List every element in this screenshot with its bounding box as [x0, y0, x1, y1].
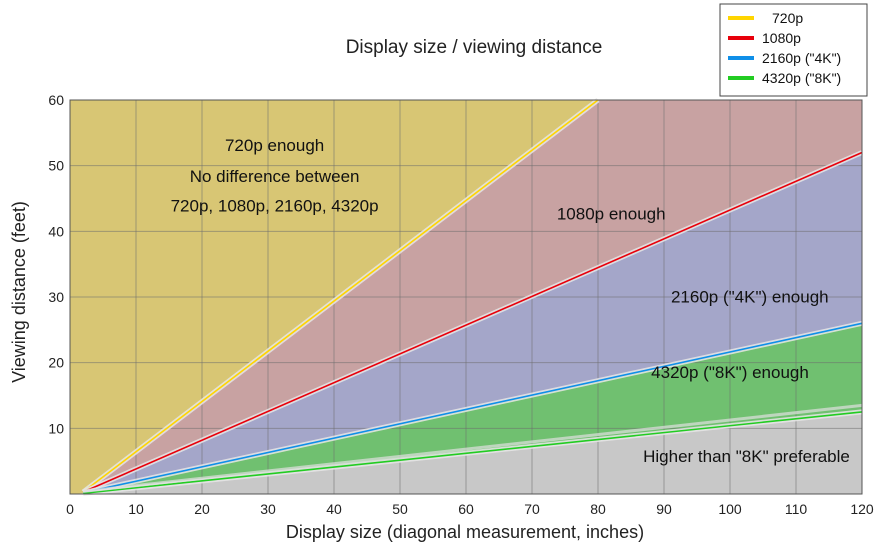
- region-1080p-enough: [83, 100, 862, 492]
- y-tick-label: 30: [48, 289, 64, 305]
- x-tick-label: 100: [718, 501, 742, 517]
- annotation-1080p-enough: 1080p enough: [557, 205, 666, 224]
- y-tick-label: 40: [48, 223, 64, 239]
- x-tick-label: 30: [260, 501, 276, 517]
- legend-label-2160p-4k: 2160p ("4K"): [762, 50, 841, 66]
- annotation-higher-than-8k-preferable: Higher than "8K" preferable: [643, 447, 850, 466]
- y-tick-label: 10: [48, 420, 64, 436]
- x-tick-label: 0: [66, 501, 74, 517]
- x-tick-label: 110: [785, 501, 808, 517]
- annotation-4320p-8k-enough: 4320p ("8K") enough: [651, 363, 809, 382]
- plot-area: 0 10 20 30 40 50 60 70 80 90 100 110 120 10 20 30 40 50 60…: [48, 92, 873, 517]
- series-line-2160p-4k: [83, 322, 863, 494]
- x-tick-label: 120: [850, 501, 874, 517]
- annotation-no-difference-between: No difference between: [190, 167, 360, 186]
- annotation-2160p-4k-enough: 2160p ("4K") enough: [671, 287, 829, 306]
- annotation-720p-1080p-2160p-4320p: 720p, 1080p, 2160p, 4320p: [171, 197, 379, 216]
- x-axis-label: Display size (diagonal measurement, inch…: [286, 522, 644, 542]
- series-line-720p: [82, 99, 599, 493]
- series-line-4320p-8k: [83, 411, 863, 495]
- annotation-720p-enough: 720p enough: [225, 136, 324, 155]
- x-tick-label: 90: [656, 501, 672, 517]
- y-tick-label: 60: [48, 92, 64, 108]
- legend-label-4320p-8k: 4320p ("8K"): [762, 70, 841, 86]
- x-tick-label: 10: [128, 501, 144, 517]
- plot-frame: [69, 99, 863, 495]
- legend-label-1080p: 1080p: [762, 30, 801, 46]
- x-tick-label: 80: [590, 501, 606, 517]
- band-edge: [83, 403, 863, 493]
- legend: 720p 1080p 2160p ("4K") 4320p ("8K"): [719, 3, 868, 97]
- chart-title: Display size / viewing distance: [346, 37, 603, 58]
- x-tick-label: 70: [524, 501, 540, 517]
- x-tick-label: 40: [326, 501, 342, 517]
- series-line-1080p: [82, 151, 863, 493]
- x-tick-label: 50: [392, 501, 408, 517]
- y-axis-label: Viewing distance (feet): [9, 201, 29, 383]
- grid: [70, 99, 863, 494]
- y-tick-label: 20: [48, 355, 64, 371]
- legend-label-720p: 720p: [772, 10, 803, 26]
- x-tick-label: 60: [458, 501, 474, 517]
- x-tick-label: 20: [194, 501, 210, 517]
- y-tick-label: 50: [48, 158, 64, 174]
